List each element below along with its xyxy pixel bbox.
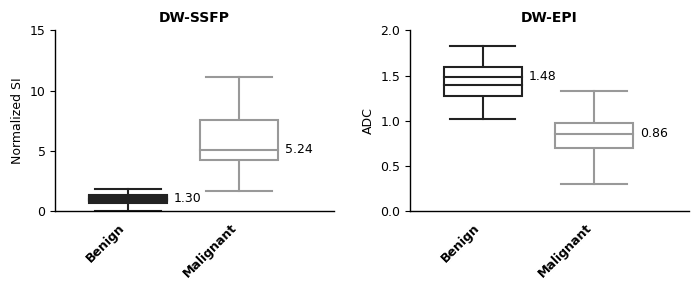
Bar xyxy=(444,67,522,97)
Title: DW-EPI: DW-EPI xyxy=(521,11,578,25)
Y-axis label: Normalized SI: Normalized SI xyxy=(11,78,24,164)
Title: DW-SSFP: DW-SSFP xyxy=(159,11,230,25)
Bar xyxy=(200,120,279,159)
Text: 0.86: 0.86 xyxy=(640,127,668,140)
Y-axis label: ADC: ADC xyxy=(362,107,375,134)
Text: 1.30: 1.30 xyxy=(174,192,201,205)
Text: 5.24: 5.24 xyxy=(285,143,313,156)
Text: 1.48: 1.48 xyxy=(528,70,556,83)
Bar xyxy=(89,195,167,203)
Bar xyxy=(555,123,633,148)
